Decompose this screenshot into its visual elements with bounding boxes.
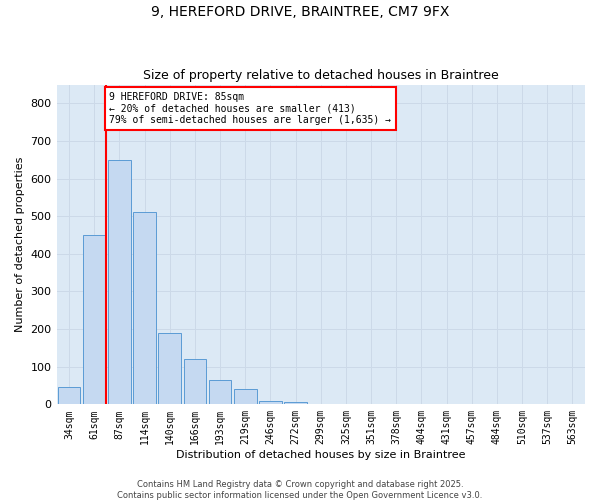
Title: Size of property relative to detached houses in Braintree: Size of property relative to detached ho… xyxy=(143,69,499,82)
Bar xyxy=(158,333,181,404)
Bar xyxy=(259,400,282,404)
Bar xyxy=(209,380,232,404)
Bar xyxy=(284,402,307,404)
Bar xyxy=(83,235,106,404)
Text: 9 HEREFORD DRIVE: 85sqm
← 20% of detached houses are smaller (413)
79% of semi-d: 9 HEREFORD DRIVE: 85sqm ← 20% of detache… xyxy=(109,92,391,126)
Bar xyxy=(184,359,206,405)
Y-axis label: Number of detached properties: Number of detached properties xyxy=(15,157,25,332)
Bar xyxy=(234,390,257,404)
Bar xyxy=(108,160,131,404)
X-axis label: Distribution of detached houses by size in Braintree: Distribution of detached houses by size … xyxy=(176,450,466,460)
Text: Contains HM Land Registry data © Crown copyright and database right 2025.
Contai: Contains HM Land Registry data © Crown c… xyxy=(118,480,482,500)
Bar xyxy=(133,212,156,404)
Bar xyxy=(58,388,80,404)
Text: 9, HEREFORD DRIVE, BRAINTREE, CM7 9FX: 9, HEREFORD DRIVE, BRAINTREE, CM7 9FX xyxy=(151,5,449,19)
